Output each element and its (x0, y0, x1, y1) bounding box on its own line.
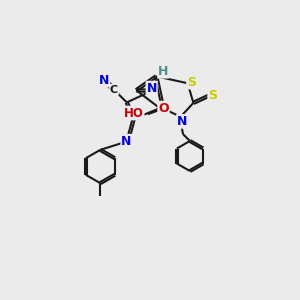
Text: N: N (99, 74, 110, 86)
Text: O: O (158, 102, 169, 115)
Text: HO: HO (124, 106, 144, 119)
Text: S: S (208, 89, 217, 102)
Text: N: N (121, 135, 132, 148)
Text: N: N (146, 82, 157, 94)
Text: C: C (110, 85, 118, 95)
Text: S: S (187, 76, 196, 88)
Text: N: N (177, 115, 188, 128)
Text: H: H (158, 65, 168, 78)
